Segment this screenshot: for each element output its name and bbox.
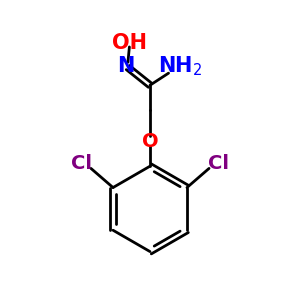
Text: N: N <box>117 56 134 76</box>
Text: OH: OH <box>112 32 147 52</box>
Text: Cl: Cl <box>208 154 229 173</box>
Text: NH$_2$: NH$_2$ <box>158 55 202 79</box>
Text: O: O <box>142 132 158 151</box>
Text: Cl: Cl <box>71 154 92 173</box>
